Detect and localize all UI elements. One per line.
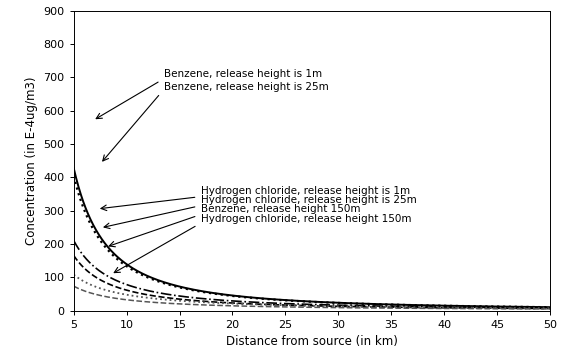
Hydrogen chloride, release height is 25m <box>70 253 77 258</box>
Line: Hydrogen chloride, release height 150m: Hydrogen chloride, release height 150m <box>74 286 550 309</box>
Hydrogen chloride, release height is 1m <box>450 305 457 309</box>
Text: Benzene, release height is 25m: Benzene, release height is 25m <box>164 82 328 92</box>
Benzene, release height 150m <box>280 303 287 307</box>
Benzene, release height is 25m <box>280 298 287 302</box>
Benzene, release height is 1m <box>397 303 404 307</box>
Benzene, release height 150m <box>70 272 77 277</box>
Benzene, release height 150m <box>263 303 270 307</box>
Hydrogen chloride, release height is 1m <box>397 304 404 308</box>
Benzene, release height 150m <box>442 305 448 310</box>
Benzene, release height is 1m <box>450 304 457 308</box>
Benzene, release height is 1m <box>263 297 270 301</box>
Benzene, release height is 25m <box>119 261 126 265</box>
Benzene, release height is 1m <box>442 303 448 308</box>
Hydrogen chloride, release height is 25m <box>119 287 126 291</box>
Hydrogen chloride, release height 150m <box>263 305 270 309</box>
Hydrogen chloride, release height is 1m <box>119 281 126 285</box>
Benzene, release height is 1m <box>547 305 553 309</box>
Hydrogen chloride, release height 150m <box>450 306 457 311</box>
Line: Benzene, release height is 1m: Benzene, release height is 1m <box>74 168 550 307</box>
Benzene, release height 150m <box>450 306 457 310</box>
Benzene, release height is 25m <box>263 297 270 301</box>
Benzene, release height is 25m <box>450 304 457 308</box>
Y-axis label: Concentration (in E-4ug/m3): Concentration (in E-4ug/m3) <box>25 76 38 245</box>
Text: Benzene, release height is 1m: Benzene, release height is 1m <box>164 69 322 79</box>
Hydrogen chloride, release height is 25m <box>263 302 270 307</box>
Line: Benzene, release height is 25m: Benzene, release height is 25m <box>74 176 550 307</box>
Benzene, release height 150m <box>397 305 404 309</box>
Hydrogen chloride, release height 150m <box>119 297 126 301</box>
Text: Benzene, release height 150m: Benzene, release height 150m <box>201 204 360 214</box>
Benzene, release height is 25m <box>397 303 404 307</box>
Benzene, release height is 25m <box>547 305 553 310</box>
Text: Hydrogen chloride, release height 150m: Hydrogen chloride, release height 150m <box>201 213 411 223</box>
Hydrogen chloride, release height 150m <box>70 284 77 288</box>
Hydrogen chloride, release height is 25m <box>442 306 448 310</box>
Hydrogen chloride, release height 150m <box>442 306 448 311</box>
Line: Hydrogen chloride, release height is 1m: Hydrogen chloride, release height is 1m <box>74 241 550 308</box>
Hydrogen chloride, release height 150m <box>280 305 287 309</box>
Hydrogen chloride, release height is 25m <box>547 306 553 311</box>
Benzene, release height is 25m <box>70 174 77 178</box>
Text: Hydrogen chloride, release height is 25m: Hydrogen chloride, release height is 25m <box>201 195 417 205</box>
Benzene, release height is 1m <box>119 259 126 263</box>
Text: Hydrogen chloride, release height is 1m: Hydrogen chloride, release height is 1m <box>201 186 410 196</box>
Hydrogen chloride, release height is 25m <box>450 306 457 310</box>
Benzene, release height 150m <box>547 306 553 310</box>
Benzene, release height 150m <box>119 292 126 296</box>
Hydrogen chloride, release height is 1m <box>280 301 287 306</box>
Hydrogen chloride, release height is 1m <box>547 306 553 310</box>
Benzene, release height is 25m <box>442 304 448 308</box>
Line: Hydrogen chloride, release height is 25m: Hydrogen chloride, release height is 25m <box>74 256 550 308</box>
Hydrogen chloride, release height is 1m <box>70 238 77 243</box>
Benzene, release height is 1m <box>70 166 77 170</box>
Hydrogen chloride, release height 150m <box>547 307 553 311</box>
Hydrogen chloride, release height is 25m <box>397 305 404 310</box>
Hydrogen chloride, release height is 25m <box>280 303 287 307</box>
Hydrogen chloride, release height is 1m <box>442 305 448 309</box>
X-axis label: Distance from source (in km): Distance from source (in km) <box>226 335 398 348</box>
Benzene, release height is 1m <box>280 298 287 302</box>
Line: Benzene, release height 150m: Benzene, release height 150m <box>74 275 550 308</box>
Hydrogen chloride, release height 150m <box>397 306 404 310</box>
Hydrogen chloride, release height is 1m <box>263 301 270 305</box>
